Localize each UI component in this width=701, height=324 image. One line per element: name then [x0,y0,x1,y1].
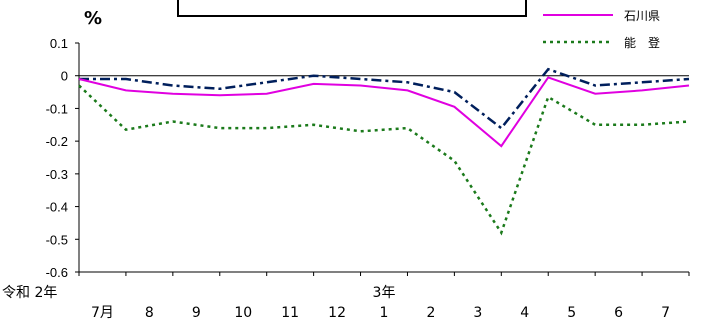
y-tick-label: -0.5 [46,232,68,247]
x-tick-label: 10 [234,305,252,321]
era-label: 3年 [373,285,396,301]
x-tick-label: 2 [426,305,435,321]
y-tick-label: -0.6 [46,265,68,280]
y-tick-label: -0.4 [46,200,68,215]
era-label: 令和 2年 [2,285,57,301]
y-tick-label: -0.3 [46,167,68,182]
legend-label: 石川県 [624,9,660,23]
y-tick-label: -0.2 [46,134,68,149]
series-lines [78,67,690,236]
x-tick-label: 7月 [91,305,114,321]
x-tick-label: 7 [661,305,670,321]
title-box [177,0,527,17]
y-tick-label: 0.1 [50,36,68,51]
x-tick-labels: 7月 8 9 10 11 12 1 2 3 4 5 6 7令和 2年 3年 [2,285,670,321]
x-tick-label: 8 [145,305,154,321]
x-tick-label: 5 [567,305,576,321]
series-line-3 [78,84,690,236]
y-tick-label: -0.1 [46,101,68,116]
series-line-2 [78,76,690,148]
x-tick-label: 4 [520,305,529,321]
axes [75,42,690,276]
x-tick-label: 12 [328,305,346,321]
x-tick-label: 11 [281,305,299,321]
x-tick-label: 6 [614,305,623,321]
y-unit-label: % [84,8,102,29]
y-tick-label: 0 [61,69,68,84]
legend-label: 能 登 [624,35,660,50]
x-tick-label: 9 [192,305,201,321]
x-tick-label: 1 [380,305,389,321]
series-line-1 [79,67,690,130]
y-tick-labels: 0.1 0 -0.1 -0.2 -0.3 -0.4 -0.5 -0.6 [46,36,68,280]
x-tick-label: 3 [473,305,482,321]
